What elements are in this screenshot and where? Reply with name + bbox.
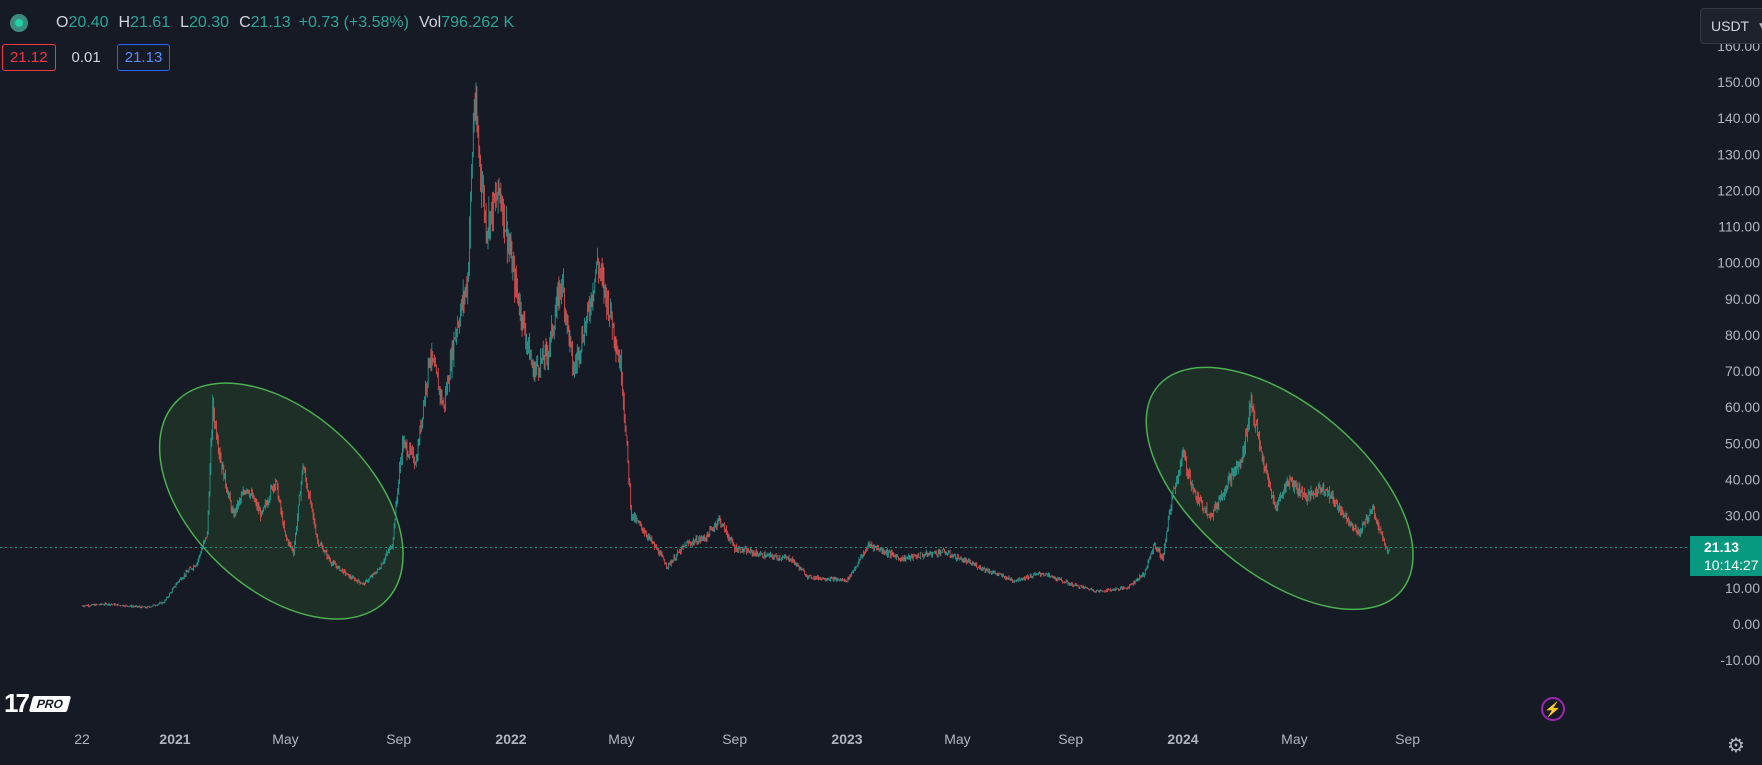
y-tick-label: 130.00 [1717, 146, 1760, 162]
time-axis: 22 2021 May Sep 2022 May Sep 2023 May Sep 2024 May S… [74, 731, 1420, 747]
x-tick-label: 2023 [831, 731, 862, 747]
gear-icon[interactable]: ⚙ [1727, 735, 1745, 757]
high-value: 21.61 [130, 14, 171, 31]
close-value: 21.13 [250, 14, 291, 31]
y-tick-label: 0.00 [1733, 616, 1760, 632]
tradingview-mark-icon: 17 [4, 688, 30, 718]
x-tick-label: 2024 [1167, 731, 1198, 747]
y-tick-label: 100.00 [1717, 255, 1760, 271]
ohlc-legend: O 20.40 H 21.61 L 20.30 C 21.13 +0.73 (+3.58… [10, 8, 514, 38]
currency-label: USDT [1711, 18, 1750, 34]
x-tick-label: 22 [74, 731, 90, 747]
last-price-value: 21.13 [1704, 538, 1740, 555]
bid-ask-panel: 21.12 0.01 21.13 [2, 44, 171, 71]
y-tick-label: -10.00 [1720, 652, 1760, 668]
low-label: L [180, 14, 190, 31]
candle-series [81, 82, 1390, 609]
y-tick-label: 110.00 [1718, 219, 1760, 235]
spread-value: 0.01 [71, 49, 101, 66]
y-tick-label: 50.00 [1725, 435, 1760, 451]
lightning-icon[interactable]: ⚡ [1541, 697, 1565, 721]
x-tick-label: May [608, 731, 634, 747]
high-label: H [118, 14, 131, 31]
pro-badge: PRO [28, 695, 72, 712]
y-tick-label: 90.00 [1725, 291, 1760, 307]
y-tick-label: 60.00 [1725, 399, 1760, 415]
highlight-ellipse[interactable] [1104, 321, 1456, 655]
x-tick-label: Sep [722, 731, 747, 747]
x-tick-label: May [1281, 731, 1307, 747]
chevron-down-icon: ▼ [1757, 21, 1762, 32]
low-value: 20.30 [189, 14, 230, 31]
x-tick-label: Sep [1395, 731, 1420, 747]
volume-label: Vol [418, 14, 442, 31]
open-value: 20.40 [68, 14, 109, 31]
change-value: +0.73 (+3.58%) [298, 14, 409, 31]
x-tick-label: May [272, 731, 298, 747]
symbol-status-icon [10, 14, 28, 32]
x-tick-label: May [944, 731, 970, 747]
last-price-label: 21.13 10:14:27 [1690, 535, 1762, 576]
chart-annotations [115, 321, 1456, 665]
y-tick-label: 40.00 [1725, 471, 1760, 487]
x-tick-label: Sep [1058, 731, 1083, 747]
currency-selector[interactable]: USDT ▼ [1700, 8, 1762, 44]
buy-price-button[interactable]: 21.13 [116, 44, 171, 71]
x-tick-label: Sep [386, 731, 411, 747]
sell-price-button[interactable]: 21.12 [2, 44, 56, 71]
y-tick-label: 30.00 [1725, 508, 1760, 524]
y-tick-label: 120.00 [1717, 182, 1760, 198]
y-tick-label: 80.00 [1725, 327, 1760, 343]
close-label: C [239, 14, 251, 31]
y-tick-label: 150.00 [1717, 74, 1760, 90]
highlight-ellipse[interactable] [115, 338, 447, 665]
open-label: O [56, 14, 69, 31]
y-tick-label: 10.00 [1725, 580, 1760, 596]
x-tick-label: 2021 [159, 731, 190, 747]
y-tick-label: 70.00 [1725, 363, 1760, 379]
tradingview-logo[interactable]: 17 PRO [4, 688, 72, 719]
y-tick-label: 140.00 [1717, 110, 1760, 126]
x-tick-label: 2022 [495, 731, 526, 747]
volume-value: 796.262 K [441, 14, 515, 31]
bar-countdown: 10:14:27 [1704, 556, 1759, 573]
